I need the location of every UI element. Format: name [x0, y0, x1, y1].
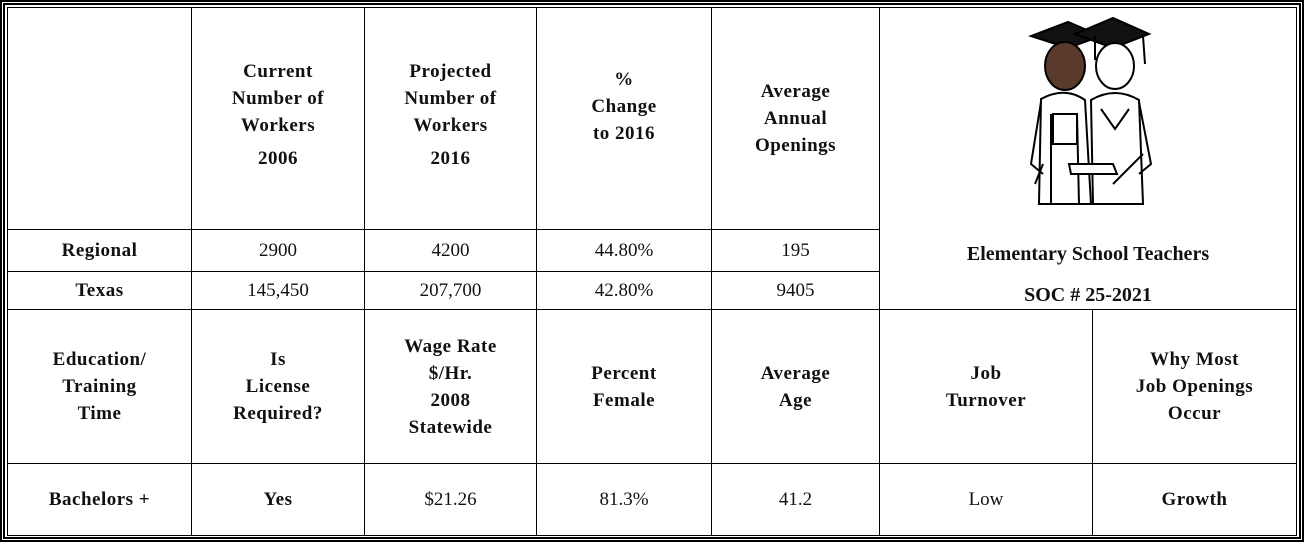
header-line: Job Openings: [1136, 376, 1253, 397]
cell: $21.26: [365, 464, 537, 536]
cell: 42.80%: [537, 271, 712, 309]
header-line: Occur: [1168, 403, 1221, 424]
cell: 2900: [192, 230, 365, 271]
empty-cell: [8, 8, 192, 230]
header-line: Is: [270, 349, 286, 370]
header-line: Number of: [404, 88, 496, 109]
header-cell: % Change to 2016: [537, 8, 712, 230]
occupation-cell: Elementary School Teachers SOC # 25-2021: [880, 8, 1297, 310]
header-cell: Why Most Job Openings Occur: [1093, 310, 1297, 464]
header-line: Percent: [591, 363, 656, 384]
header-line: Average: [761, 363, 831, 384]
cell: Yes: [192, 464, 365, 536]
header-line: Change: [591, 96, 656, 117]
header-line: Average: [761, 81, 831, 102]
header-line: Workers: [413, 115, 487, 136]
header-line: Projected: [409, 61, 491, 82]
header-line: Training: [62, 376, 136, 397]
graduates-clipart: [1013, 14, 1163, 219]
page: Current Number of Workers 2006 Projected Num…: [0, 0, 1304, 542]
header-line: Education/: [53, 349, 147, 370]
cell: Growth: [1093, 464, 1297, 536]
header-cell: Education/Training Time: [8, 310, 192, 464]
header-line: Openings: [755, 135, 836, 156]
header-cell: Average Age: [712, 310, 880, 464]
header-cell: Percent Female: [537, 310, 712, 464]
header-line: Workers: [241, 115, 315, 136]
header-line: to 2016: [593, 123, 655, 144]
header-cell: Wage Rate $/Hr. 2008 Statewide: [365, 310, 537, 464]
header-line: Female: [593, 390, 655, 411]
header-line: Why Most: [1150, 349, 1239, 370]
cell: 81.3%: [537, 464, 712, 536]
cell: Low: [880, 464, 1093, 536]
header-line: Annual: [764, 108, 827, 129]
header-line: 2008: [431, 390, 471, 411]
header-line: Current: [243, 61, 313, 82]
header-line: Wage Rate: [404, 336, 497, 357]
cell: 195: [712, 230, 880, 271]
row-label: Texas: [8, 271, 192, 309]
header-line: 2016: [431, 148, 471, 169]
header-cell: Current Number of Workers 2006: [192, 8, 365, 230]
header-line: Statewide: [409, 417, 493, 438]
header-line: Age: [779, 390, 812, 411]
cell: 145,450: [192, 271, 365, 309]
header-line: License: [246, 376, 311, 397]
header-line: Job: [970, 363, 1001, 384]
sheet: Current Number of Workers 2006 Projected Num…: [0, 0, 1304, 542]
header-line: $/Hr.: [429, 363, 473, 384]
occupation-title: Elementary School Teachers: [884, 241, 1292, 268]
header-line: %: [614, 69, 634, 90]
header-cell: Job Turnover: [880, 310, 1093, 464]
header-line: Required?: [233, 403, 323, 424]
header-line: Turnover: [946, 390, 1026, 411]
row-label: Regional: [8, 230, 192, 271]
cell: 9405: [712, 271, 880, 309]
header-cell: Projected Number of Workers 2016: [365, 8, 537, 230]
details-header-row: Education/Training Time Is License Required?…: [8, 310, 1297, 464]
header-cell: Is License Required?: [192, 310, 365, 464]
cell: 4200: [365, 230, 537, 271]
soc-code: SOC # 25-2021: [884, 282, 1292, 309]
header-line: Time: [78, 403, 122, 424]
cell: 41.2: [712, 464, 880, 536]
cell: 44.80%: [537, 230, 712, 271]
header-line: 2006: [258, 148, 298, 169]
cell: 207,700: [365, 271, 537, 309]
occupation-table: Current Number of Workers 2006 Projected Num…: [7, 7, 1297, 536]
cell: Bachelors +: [8, 464, 192, 536]
header-cell: Average Annual Openings: [712, 8, 880, 230]
header-row: Current Number of Workers 2006 Projected Num…: [8, 8, 1297, 230]
header-line: Number of: [232, 88, 324, 109]
